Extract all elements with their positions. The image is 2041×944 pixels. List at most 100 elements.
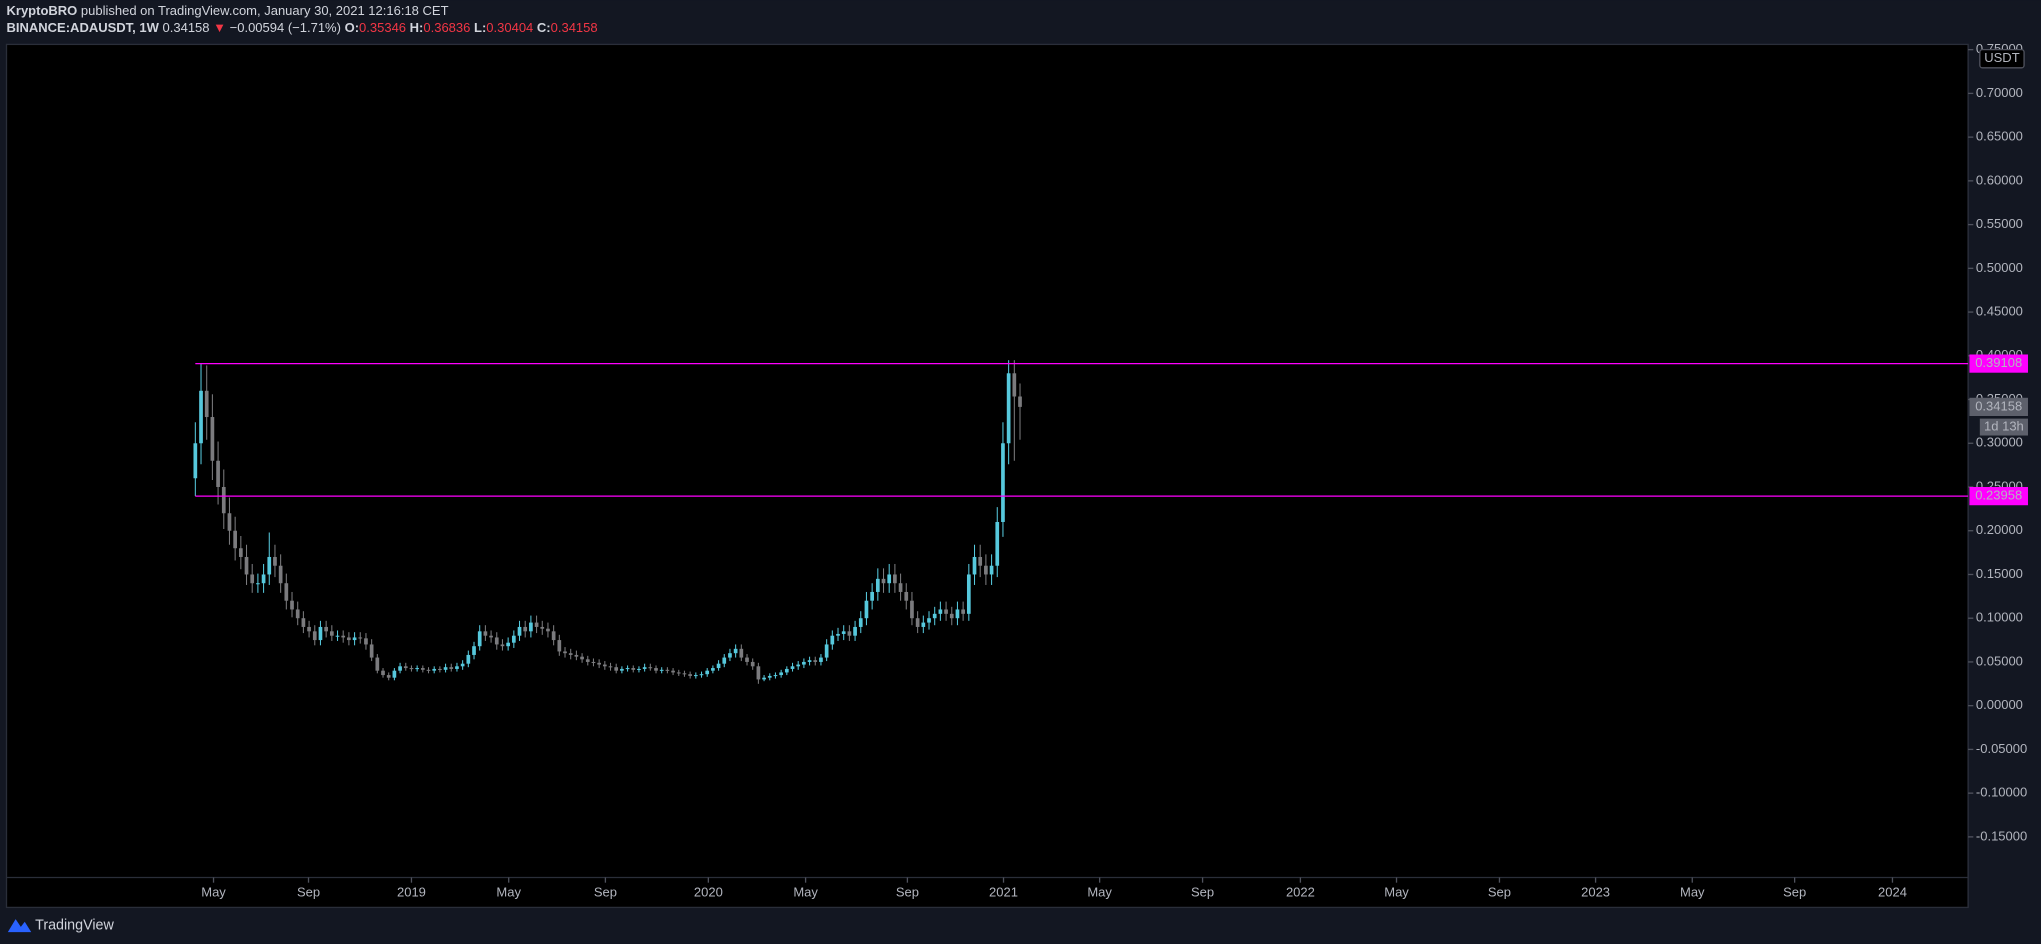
candle-body [711,668,715,671]
candle-body [955,609,960,619]
low-value: 0.30404 [486,20,533,35]
candle-body [716,663,721,669]
candle-body [574,654,579,657]
high-value: 0.36836 [423,20,470,35]
candle-body [796,664,801,667]
x-tick-label: Sep [1783,885,1806,900]
candle-body [659,669,664,671]
candle-body [523,626,528,632]
candles [193,360,1022,684]
candle-body [989,565,994,575]
candle-body [784,668,789,673]
candle-body [585,659,590,662]
candle-body [631,668,636,670]
published: published on TradingView.com, January 30… [81,3,449,18]
x-tick-label: May [1680,885,1705,900]
candle-body [381,670,385,676]
candle-body [819,657,823,662]
x-tick-label: May [201,885,226,900]
candle-body [500,644,505,647]
y-tick-label: 0.45000 [1976,304,2023,319]
header: KryptoBRO published on TradingView.com, … [7,3,449,18]
y-tick-label: 0.30000 [1976,435,2023,450]
candle-body [324,626,328,632]
candle-body [858,618,863,627]
y-tick-label: -0.10000 [1976,785,2027,800]
candle-body [557,640,562,652]
x-tick-label: Sep [594,885,617,900]
y-tick-label: 0.50000 [1976,260,2023,275]
x-tick-label: May [1384,885,1409,900]
candle-body [972,556,977,575]
candle-body [216,460,220,488]
candle-body [728,653,732,658]
currency-badge [1979,48,2025,69]
candle-body [830,635,835,645]
y-tick-label: 0.15000 [1976,566,2023,581]
y-tick-label: 0.65000 [1976,129,2023,144]
candle-body [807,660,812,662]
candle-body [898,583,903,592]
x-tick-label: Sep [896,885,919,900]
chart-area [5,43,1969,909]
candle-body [705,670,710,675]
candle-body [193,443,198,479]
candle-body [329,631,334,636]
low-key: L: [474,20,486,35]
y-tick-label: 0.00000 [1976,697,2023,712]
level-label: 0.23958 [1975,488,2022,503]
candle-body [290,600,294,610]
brand: TradingView [35,917,114,933]
logo-shape [7,919,32,933]
candle-body [813,660,818,662]
candle-body [347,637,351,641]
candle-body [278,565,283,584]
candle-body [904,591,909,601]
candle-body [358,637,363,639]
candle-body [802,661,806,665]
x-tick-label: 2020 [694,885,723,900]
candle-body [790,666,795,669]
candle-body [961,609,965,614]
candle-body [682,673,687,675]
candle-body [364,638,368,645]
candle-body [887,574,892,584]
candle-body [420,668,425,670]
candle-body [273,556,277,566]
candle-body [233,530,237,549]
candle-body [210,417,215,461]
candle-body [443,667,448,670]
candle-body [432,668,437,671]
candle-body [534,622,539,627]
candle-body [864,600,869,619]
close-key: C: [537,20,551,35]
candle-body [944,609,948,614]
candle-body [244,556,249,575]
candle-body [841,631,846,634]
high-key: H: [410,20,424,35]
last-price: 0.34158 [163,20,210,35]
candle-body [489,635,493,638]
candle-body [932,613,937,619]
candle-body [511,635,516,643]
candle-body [642,667,647,669]
candle-body [506,642,510,647]
candle-body [875,578,880,592]
candle-body [301,618,306,627]
x-tick-label: May [793,885,818,900]
change: −0.00594 (−1.71%) [230,20,341,35]
candle-body [847,631,852,636]
candle-body [546,628,550,632]
candle-body [870,591,874,601]
candle-body [893,574,897,584]
candle-body [494,637,499,645]
x-tick-label: 2023 [1581,885,1610,900]
level-label-bg [1969,487,2028,506]
candle-body [995,521,1000,566]
candle-body [881,578,886,584]
candle-body [392,670,397,678]
symbol: BINANCE:ADAUSDT, 1W [7,20,160,35]
candle-body [722,657,727,664]
